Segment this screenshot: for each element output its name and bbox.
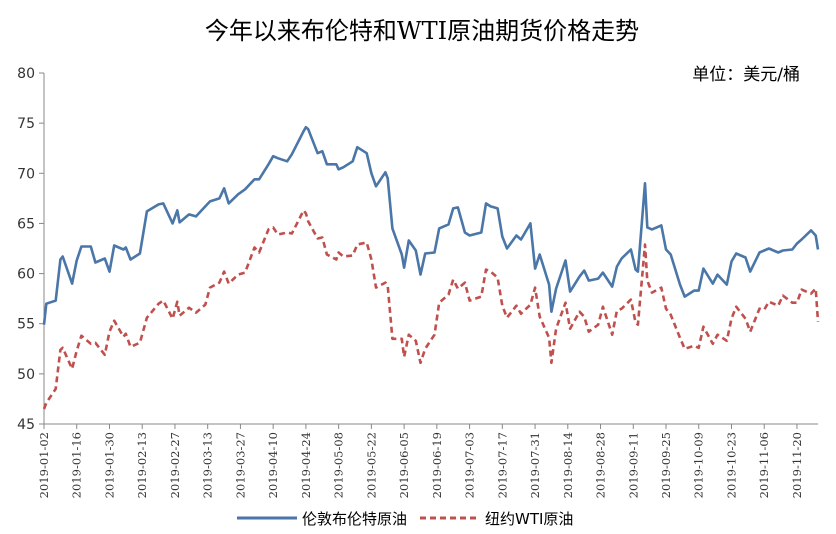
chart-title: 今年以来布伦特和WTI原油期货价格走势 bbox=[205, 17, 639, 45]
x-tick-label: 2019-03-27 bbox=[233, 432, 247, 498]
x-tick-label: 2019-04-24 bbox=[299, 432, 313, 498]
unit-label: 单位：美元/桶 bbox=[692, 65, 800, 85]
x-tick-label: 2019-10-23 bbox=[724, 432, 738, 498]
y-tick-label: 75 bbox=[17, 116, 35, 132]
x-tick-label: 2019-04-10 bbox=[266, 432, 280, 498]
y-axis-ticks: 45 50 55 60 65 70 75 80 bbox=[17, 66, 44, 433]
x-axis-ticks: 2019-01-02 2019-01-16 2019-01-30 2019-02-13… bbox=[37, 424, 804, 498]
x-tick-label: 2019-03-13 bbox=[201, 432, 215, 498]
y-tick-label: 45 bbox=[17, 417, 35, 433]
y-tick-label: 55 bbox=[17, 317, 35, 333]
x-tick-label: 2019-07-17 bbox=[495, 432, 509, 498]
x-tick-label: 2019-01-30 bbox=[102, 432, 116, 498]
legend: 伦敦布伦特原油 纽约WTI原油 bbox=[237, 510, 573, 528]
x-tick-label: 2019-07-31 bbox=[528, 432, 542, 498]
x-tick-label: 2019-11-06 bbox=[757, 432, 771, 498]
x-tick-label: 2019-02-13 bbox=[135, 432, 149, 498]
x-tick-label: 2019-01-16 bbox=[70, 432, 84, 498]
legend-label-wti: 纽约WTI原油 bbox=[485, 510, 573, 528]
series-line-wti bbox=[42, 209, 820, 410]
x-tick-label: 2019-07-03 bbox=[463, 432, 477, 498]
x-tick-label: 2019-11-20 bbox=[790, 432, 804, 498]
y-tick-label: 50 bbox=[17, 367, 35, 383]
x-tick-label: 2019-09-11 bbox=[626, 432, 640, 498]
series-lines bbox=[42, 125, 820, 410]
series-line-brent bbox=[42, 125, 820, 325]
x-tick-label: 2019-09-25 bbox=[659, 432, 673, 498]
axes bbox=[43, 73, 818, 425]
x-tick-label: 2019-05-22 bbox=[364, 432, 378, 498]
y-tick-label: 70 bbox=[17, 166, 35, 182]
y-tick-label: 60 bbox=[17, 267, 35, 283]
x-tick-label: 2019-01-02 bbox=[37, 432, 51, 498]
x-tick-label: 2019-02-27 bbox=[168, 432, 182, 498]
x-tick-label: 2019-05-08 bbox=[332, 432, 346, 498]
x-tick-label: 2019-06-19 bbox=[430, 432, 444, 498]
x-tick-label: 2019-10-09 bbox=[692, 432, 706, 498]
y-tick-label: 65 bbox=[17, 216, 35, 232]
x-tick-label: 2019-08-14 bbox=[561, 432, 575, 498]
legend-label-brent: 伦敦布伦特原油 bbox=[302, 510, 407, 528]
x-tick-label: 2019-08-28 bbox=[594, 432, 608, 498]
y-tick-label: 80 bbox=[17, 66, 35, 82]
x-tick-label: 2019-06-05 bbox=[397, 432, 411, 498]
